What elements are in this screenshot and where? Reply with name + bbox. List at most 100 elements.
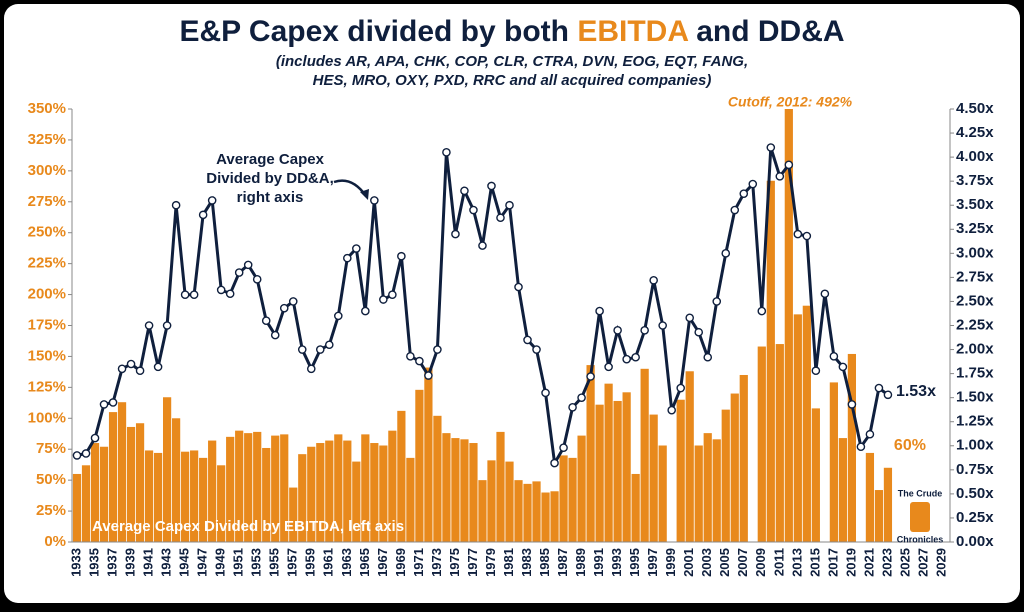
- point: [595, 306, 604, 316]
- bar: [514, 480, 523, 542]
- point: [721, 249, 731, 258]
- x-tick-label: 1975: [447, 548, 462, 577]
- x-tick-label: 2023: [879, 548, 894, 577]
- bar: [802, 305, 811, 542]
- bar: [307, 446, 316, 542]
- point: [649, 275, 658, 285]
- point: [207, 196, 217, 205]
- point: [216, 285, 226, 295]
- point: [343, 253, 352, 263]
- bar: [262, 447, 271, 542]
- bar: [622, 392, 631, 542]
- y-tick-label: 275%: [28, 193, 66, 210]
- x-tick-label: 1951: [231, 548, 246, 577]
- point: [523, 335, 532, 345]
- point: [243, 260, 253, 270]
- x-tick-label: 1967: [375, 548, 390, 577]
- x-tick-label: 1947: [195, 548, 210, 577]
- y-tick-label: 75%: [36, 440, 66, 457]
- point: [667, 405, 676, 415]
- plot-area: 0% 25% 50% 75% 100% 125% 150% 175% 200% 225% 250% 2…: [28, 100, 995, 577]
- annotation: Cutoff, 2012: 492%: [728, 94, 853, 110]
- title-part: E&P Capex divided by both: [179, 15, 577, 48]
- bar: [406, 457, 415, 542]
- title-part: EBITDA: [577, 15, 688, 48]
- x-tick-label: 1971: [411, 548, 426, 577]
- series-label-box: Average Capex Divided by DD&A, right axi…: [206, 151, 334, 206]
- title-part: and DD&A: [688, 15, 845, 48]
- point: [81, 449, 91, 458]
- bar: [883, 467, 893, 542]
- y2-tick-label: 3.50x: [956, 196, 994, 213]
- x-tick-label: 2011: [771, 548, 786, 576]
- point: [829, 351, 839, 361]
- bar: [694, 445, 703, 542]
- point: [99, 400, 109, 409]
- y2-tick-label: 2.75x: [956, 268, 994, 285]
- x-tick-label: 1981: [501, 548, 516, 577]
- x-tick-label: 2019: [843, 548, 858, 577]
- bar: [658, 445, 667, 542]
- bar: [478, 480, 487, 542]
- point: [730, 205, 740, 215]
- bar: [253, 431, 262, 542]
- x-tick-label: 1977: [465, 548, 480, 577]
- bars: [72, 109, 893, 543]
- bar: [829, 382, 838, 542]
- bar: [559, 455, 568, 542]
- bar: [397, 410, 406, 542]
- logo: The Crude Chronicles: [897, 488, 944, 544]
- bar: [757, 346, 766, 542]
- subtitle: HES, MRO, OXY, PXD, RRC and all acquired…: [313, 72, 712, 89]
- point: [379, 295, 388, 304]
- bar: [388, 430, 397, 542]
- y2-tick-label: 2.25x: [956, 316, 994, 333]
- point: [838, 362, 848, 372]
- point: [784, 160, 794, 170]
- x-tick-label: 2025: [897, 548, 912, 577]
- series-label: Average Capex Divided by EBITDA, left ax…: [92, 518, 404, 535]
- point: [568, 402, 577, 412]
- bar: [811, 408, 820, 542]
- point: [487, 181, 496, 191]
- point: [126, 359, 136, 369]
- bar: [865, 452, 875, 542]
- point: [460, 186, 469, 196]
- y-tick-label: 0%: [44, 533, 66, 550]
- y2-tick-label: 3.00x: [956, 244, 994, 261]
- bar: [874, 490, 884, 542]
- x-tick-label: 1937: [104, 548, 119, 577]
- bar: [631, 473, 640, 542]
- bar: [721, 409, 730, 542]
- bar: [451, 438, 460, 542]
- y2-tick-label: 4.00x: [956, 148, 994, 165]
- bar: [676, 399, 685, 542]
- x-tick-label: 2005: [717, 548, 732, 577]
- bar: [135, 423, 145, 542]
- point: [135, 366, 145, 376]
- x-tick-label: 1983: [519, 548, 534, 577]
- bar: [334, 434, 343, 542]
- point: [451, 229, 460, 239]
- x-tick-label: 1965: [357, 548, 372, 577]
- bar: [244, 433, 253, 542]
- point: [631, 352, 640, 362]
- point: [820, 289, 830, 299]
- point: [613, 326, 622, 335]
- point: [550, 458, 559, 468]
- bar: [838, 438, 847, 542]
- bar: [181, 451, 190, 542]
- point: [739, 189, 749, 198]
- point: [415, 356, 424, 366]
- y2-tick-label: 0.00x: [956, 533, 994, 550]
- point: [496, 213, 505, 223]
- x-tick-label: 2015: [807, 548, 822, 577]
- y2-tick-label: 2.00x: [956, 341, 994, 358]
- bar: [325, 440, 334, 542]
- bar: [117, 402, 127, 542]
- y2-tick-label: 3.75x: [956, 172, 994, 189]
- subtitle: (includes AR, APA, CHK, COP, CLR, CTRA, …: [276, 53, 748, 70]
- bar: [208, 440, 217, 542]
- x-tick-label: 1953: [249, 548, 264, 577]
- bar: [685, 371, 694, 542]
